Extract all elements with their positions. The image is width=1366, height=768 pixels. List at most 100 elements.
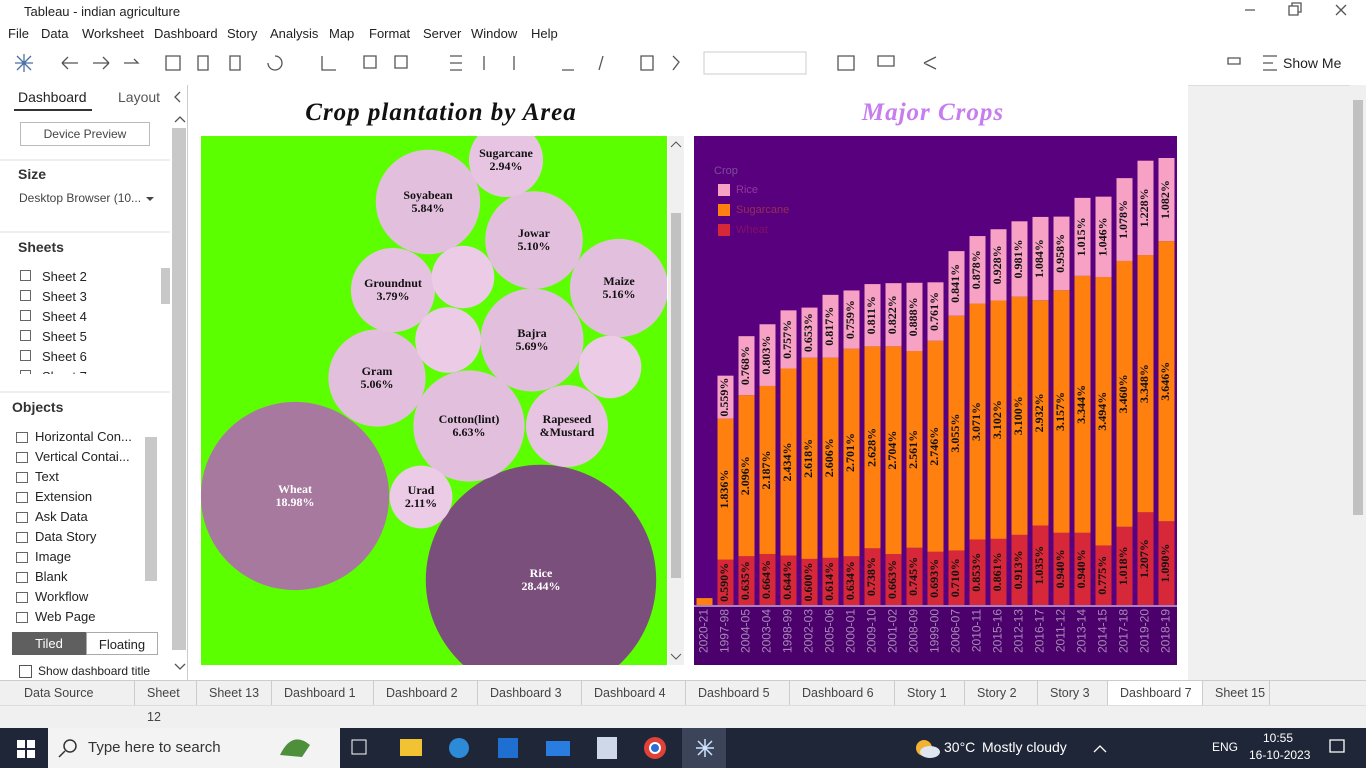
clock-time[interactable]: 10:55 [1263, 731, 1294, 745]
sheet-icon [20, 350, 31, 361]
menu-item[interactable]: Analysis [270, 26, 319, 41]
menu-bar [0, 22, 1366, 45]
sheet-tab[interactable]: Dashboard 6 [790, 681, 895, 705]
menu-item[interactable]: Format [369, 26, 411, 41]
show-me-button[interactable]: Show Me [1283, 55, 1342, 71]
sheet-tab[interactable]: Dashboard 5 [686, 681, 790, 705]
object-item[interactable]: Text [35, 469, 59, 484]
object-item[interactable]: Workflow [35, 589, 89, 604]
object-item[interactable]: Horizontal Con... [35, 429, 132, 444]
layout-mode-button[interactable]: Floating [86, 632, 158, 655]
bubble-name: Cotton(lint) [438, 412, 500, 426]
bubble-label: Rice 28.44% [493, 567, 589, 593]
menu-item[interactable]: Map [329, 26, 355, 41]
object-item[interactable]: Ask Data [35, 509, 88, 524]
sheet-tab[interactable]: Dashboard 3 [478, 681, 582, 705]
sheet-name: Sheet 2 [42, 269, 87, 284]
sheet-item[interactable]: Sheet 6 [20, 349, 87, 364]
sheet-tab[interactable]: Story 1 [895, 681, 965, 705]
bubble-label: Groundnut 3.79% [345, 277, 441, 303]
weather-temperature[interactable]: 30°C [944, 739, 976, 755]
sheet-name: Sheet 7 [42, 369, 87, 374]
sheet-item[interactable]: Sheet 4 [20, 309, 87, 324]
bubble-value-label: 3.79% [376, 289, 410, 303]
sheet-tab[interactable]: Dashboard 4 [582, 681, 686, 705]
object-icon [16, 472, 28, 483]
bubble-label: Rapeseed &Mustard [519, 413, 615, 439]
menu-item[interactable]: File [8, 26, 29, 41]
bubble-name: Maize [603, 274, 635, 288]
bubble-value-label: 5.84% [411, 201, 445, 215]
show-title-checkbox[interactable] [19, 665, 32, 678]
sheet-icon [20, 330, 31, 341]
menu-item[interactable]: Server [423, 26, 462, 41]
sheet-item[interactable]: Sheet 5 [20, 329, 87, 344]
taskbar-search-text[interactable]: Type here to search [88, 739, 221, 756]
object-icon [16, 572, 28, 583]
sheet-item[interactable]: Sheet 3 [20, 289, 87, 304]
bubble-name: Bajra [517, 326, 547, 340]
sheet-name: Sheet 5 [42, 329, 87, 344]
menu-item[interactable]: Story [227, 26, 258, 41]
menu-item[interactable]: Worksheet [82, 26, 144, 41]
sheet-tab[interactable]: Sheet 12 [135, 681, 197, 724]
panel-tab[interactable]: Dashboard [18, 89, 87, 105]
bubble-value-label: 2.94% [489, 159, 523, 173]
menu-item[interactable]: Dashboard [154, 26, 218, 41]
object-item[interactable]: Data Story [35, 529, 97, 544]
bubble-name: Gram [361, 364, 393, 378]
bubble-label: Cotton(lint) 6.63% [421, 413, 517, 439]
canvas-scroll-thumb[interactable] [1353, 100, 1363, 515]
bubble-name: Jowar [518, 226, 550, 240]
sheet-tab[interactable]: Story 2 [965, 681, 1038, 705]
object-item[interactable]: Image [35, 549, 72, 564]
bubble-value-label: 18.98% [275, 495, 315, 509]
sheet-tab[interactable]: Dashboard 7 [1108, 681, 1203, 705]
show-title-label[interactable]: Show dashboard title [38, 664, 151, 678]
object-icon [16, 612, 28, 623]
layout-mode-button[interactable]: Tiled [12, 632, 86, 655]
bubble-value-label: 5.06% [360, 377, 394, 391]
bubble-value-label: 28.44% [521, 579, 561, 593]
language[interactable]: ENG [1212, 740, 1239, 754]
sheet-tab[interactable]: Sheet 15 [1203, 681, 1270, 705]
bubble-name: Soyabean [403, 188, 453, 202]
sheet-name: Sheet 6 [42, 349, 87, 364]
panel-heading-size: Size [18, 166, 47, 182]
sheet-tab[interactable]: Sheet 13 [197, 681, 272, 705]
object-item[interactable]: Web Page [35, 609, 96, 624]
bubble-value-label: 5.16% [602, 287, 636, 301]
weather-text[interactable]: Mostly cloudy [982, 739, 1067, 755]
sheet-icon [20, 270, 31, 281]
sheet-name: Sheet 4 [42, 309, 87, 324]
size-dropdown[interactable]: Desktop Browser (10... [19, 191, 142, 205]
sheet-icon [20, 310, 31, 321]
sheet-icon [20, 290, 31, 301]
object-item[interactable]: Extension [35, 489, 93, 504]
title-bar [0, 0, 1366, 22]
menu-item[interactable]: Help [531, 26, 558, 41]
panel-tab[interactable]: Layout [118, 89, 161, 105]
clock-date[interactable]: 16-10-2023 [1249, 748, 1311, 762]
object-item[interactable]: Vertical Contai... [35, 449, 130, 464]
bubble-label: Sugarcane 2.94% [458, 147, 554, 173]
sheet-list: Sheet 2 Sheet 3 Sheet 4 Sheet 5 Sheet 6 Sheet… [0, 268, 160, 374]
bubble-value-label: 6.63% [452, 425, 486, 439]
bubble-value-label: 5.10% [517, 239, 551, 253]
sheet-tab[interactable]: Dashboard 2 [374, 681, 478, 705]
bubble-name: Rice [529, 566, 553, 580]
status-bar [0, 705, 1366, 729]
sheet-tab[interactable]: Data Source [10, 681, 135, 705]
bubble-name: Sugarcane [479, 146, 533, 160]
device-preview-button[interactable]: Device Preview [20, 122, 150, 146]
sheet-item[interactable]: Sheet 7 [20, 369, 87, 374]
sheet-tab[interactable]: Story 3 [1038, 681, 1108, 705]
object-item[interactable]: Blank [35, 569, 68, 584]
sheet-tab[interactable]: Dashboard 1 [272, 681, 374, 705]
menu-item[interactable]: Data [41, 26, 69, 41]
sheet-item[interactable]: Sheet 2 [20, 269, 87, 284]
menu-item[interactable]: Window [471, 26, 518, 41]
bubble-name: Groundnut [364, 276, 422, 290]
